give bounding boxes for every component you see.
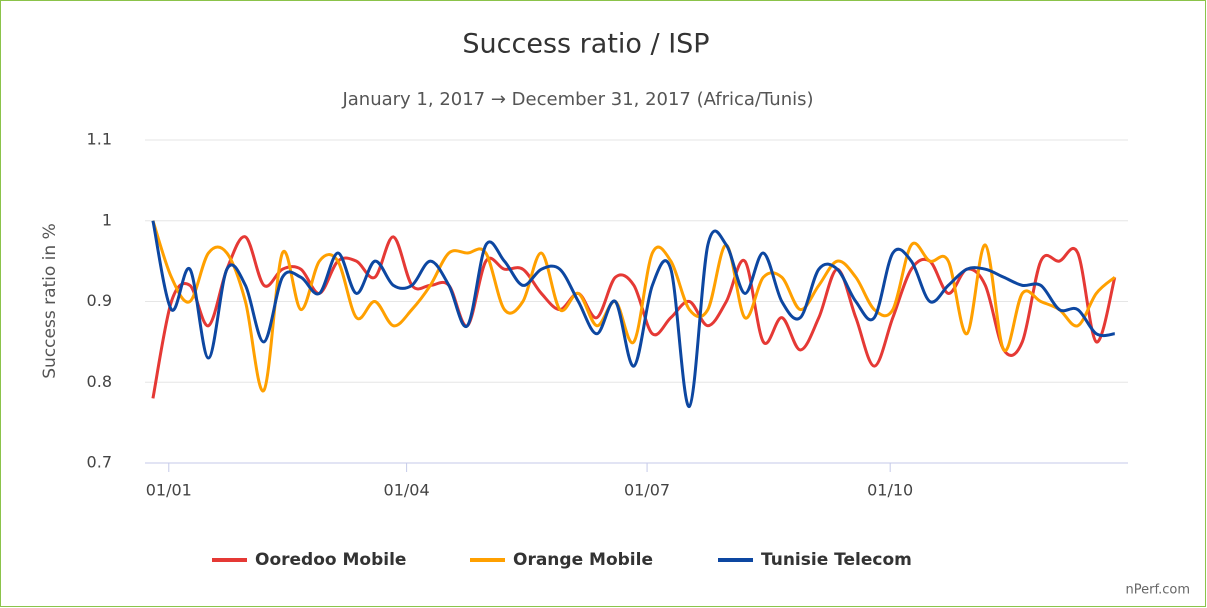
series-line <box>151 220 1115 408</box>
credit: nPerf.com <box>1126 583 1191 598</box>
x-tick-label: 01/07 <box>624 481 670 500</box>
y-tick-label: 1.1 <box>87 130 112 149</box>
legend-label: Ooredoo Mobile <box>255 550 406 570</box>
x-tick-label: 01/01 <box>146 481 192 500</box>
chart-title: Success ratio / ISP <box>462 29 709 60</box>
y-tick-label: 0.8 <box>87 372 112 391</box>
y-axis-label: Success ratio in % <box>40 223 60 379</box>
y-tick-label: 0.9 <box>87 291 112 310</box>
y-tick-label: 1 <box>102 210 112 229</box>
x-tick-label: 01/10 <box>867 481 913 500</box>
x-tick-label: 01/04 <box>384 481 430 500</box>
y-tick-label: 0.7 <box>87 453 112 472</box>
chart-subtitle: January 1, 2017 → December 31, 2017 (Afr… <box>341 89 813 110</box>
legend-label: Orange Mobile <box>513 550 653 570</box>
legend-label: Tunisie Telecom <box>761 550 912 570</box>
series-line <box>151 220 1116 393</box>
